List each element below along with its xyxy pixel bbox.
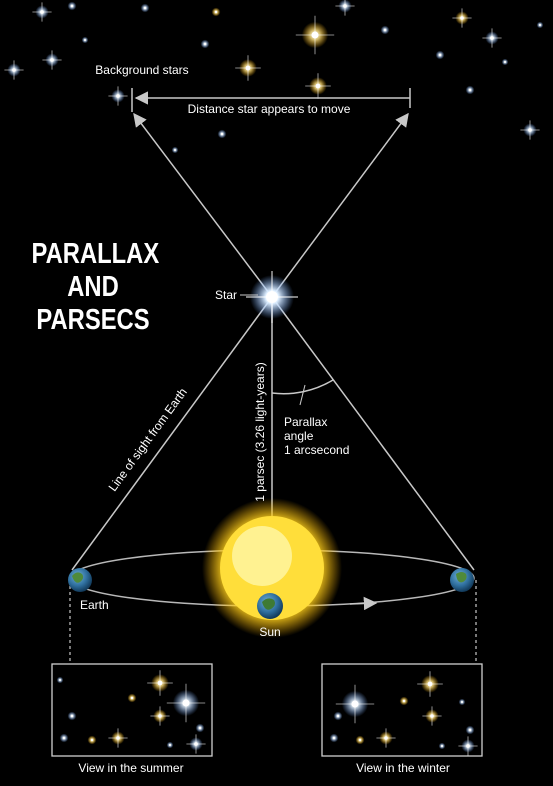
star-sparkle bbox=[4, 60, 24, 80]
view-summer-label: View in the summer bbox=[78, 761, 183, 775]
parallax-label-3: 1 arcsecond bbox=[284, 443, 349, 457]
star-sparkle bbox=[520, 120, 540, 140]
star-sparkle bbox=[305, 73, 331, 99]
earth-label: Earth bbox=[80, 598, 109, 612]
earth-left bbox=[68, 568, 92, 592]
star-sparkle bbox=[200, 39, 210, 49]
star-sparkle bbox=[536, 21, 544, 29]
sight-lines bbox=[71, 112, 475, 578]
star-sparkle bbox=[417, 671, 443, 697]
title-line-3: PARSECS bbox=[36, 304, 150, 336]
star-sparkle bbox=[376, 728, 396, 748]
star-sparkle bbox=[67, 1, 77, 11]
star-sparkle bbox=[452, 8, 472, 28]
star-sparkle bbox=[195, 723, 205, 733]
star-sparkle bbox=[399, 696, 409, 706]
title-line-2: AND bbox=[67, 271, 119, 303]
star-sparkle bbox=[465, 725, 475, 735]
star-label: Star bbox=[215, 288, 237, 302]
star-sparkle bbox=[295, 15, 335, 55]
star-sparkle bbox=[140, 3, 150, 13]
orbit-arrow bbox=[349, 596, 378, 611]
star-sparkle bbox=[333, 711, 343, 721]
view-winter-label: View in the winter bbox=[356, 761, 450, 775]
star-sparkle bbox=[482, 28, 502, 48]
star-sparkle bbox=[458, 736, 478, 756]
star-sparkle bbox=[435, 50, 445, 60]
star-sparkle bbox=[438, 742, 446, 750]
star-sparkle bbox=[166, 683, 206, 723]
sun-label: Sun bbox=[259, 625, 280, 639]
star-sparkle bbox=[458, 698, 466, 706]
star-sparkle bbox=[81, 36, 89, 44]
star-sparkle bbox=[465, 85, 475, 95]
star-sparkle bbox=[380, 25, 390, 35]
star-sparkle bbox=[217, 129, 227, 139]
star-sparkle bbox=[235, 55, 261, 81]
star-sparkle bbox=[335, 684, 375, 724]
star-sparkle bbox=[42, 50, 62, 70]
star-sparkle bbox=[422, 706, 442, 726]
earth-right bbox=[450, 568, 474, 592]
star-sparkle bbox=[501, 58, 509, 66]
earth-bottom bbox=[257, 593, 283, 619]
star-sparkle bbox=[329, 733, 339, 743]
star-sparkle bbox=[108, 86, 128, 106]
title-line-1: PARALLAX bbox=[31, 238, 160, 270]
parallax-angle-arc bbox=[271, 379, 334, 395]
star-sparkle bbox=[127, 693, 137, 703]
star-sparkle bbox=[335, 0, 355, 16]
view-box-stars bbox=[56, 670, 478, 756]
view-winter-box bbox=[321, 663, 483, 757]
star-sparkle bbox=[150, 706, 170, 726]
line-of-sight-right bbox=[271, 296, 475, 571]
star-sparkle bbox=[147, 670, 173, 696]
line-of-sight-left bbox=[71, 296, 273, 571]
background-star-field bbox=[4, 0, 544, 154]
star-sparkle bbox=[67, 711, 77, 721]
line-of-sight-label: Line of sight from Earth bbox=[106, 385, 190, 494]
star-sparkle bbox=[211, 7, 221, 17]
star-sparkle bbox=[59, 733, 69, 743]
star-sparkle bbox=[355, 735, 365, 745]
star-sparkle bbox=[32, 2, 52, 22]
parsec-label: 1 parsec (3.26 light-years) bbox=[253, 362, 267, 501]
page-title: PARALLAX AND PARSECS bbox=[31, 238, 160, 337]
distance-arrow bbox=[131, 88, 411, 112]
star-sparkle bbox=[87, 735, 97, 745]
star-sparkle bbox=[108, 728, 128, 748]
star-sparkle bbox=[56, 676, 64, 684]
parallax-pointer bbox=[299, 384, 306, 406]
distance-move-label: Distance star appears to move bbox=[188, 102, 351, 116]
star-sparkle bbox=[171, 146, 179, 154]
star bbox=[246, 271, 298, 323]
parallax-label-2: angle bbox=[284, 429, 314, 443]
background-stars-label: Background stars bbox=[95, 63, 188, 77]
star-sparkle bbox=[166, 741, 174, 749]
parallax-label-1: Parallax bbox=[284, 415, 327, 429]
star-sparkle bbox=[186, 734, 206, 754]
